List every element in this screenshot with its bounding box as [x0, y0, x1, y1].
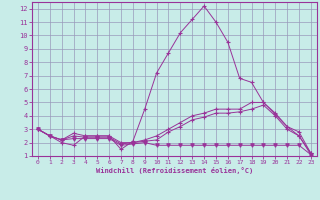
X-axis label: Windchill (Refroidissement éolien,°C): Windchill (Refroidissement éolien,°C): [96, 167, 253, 174]
